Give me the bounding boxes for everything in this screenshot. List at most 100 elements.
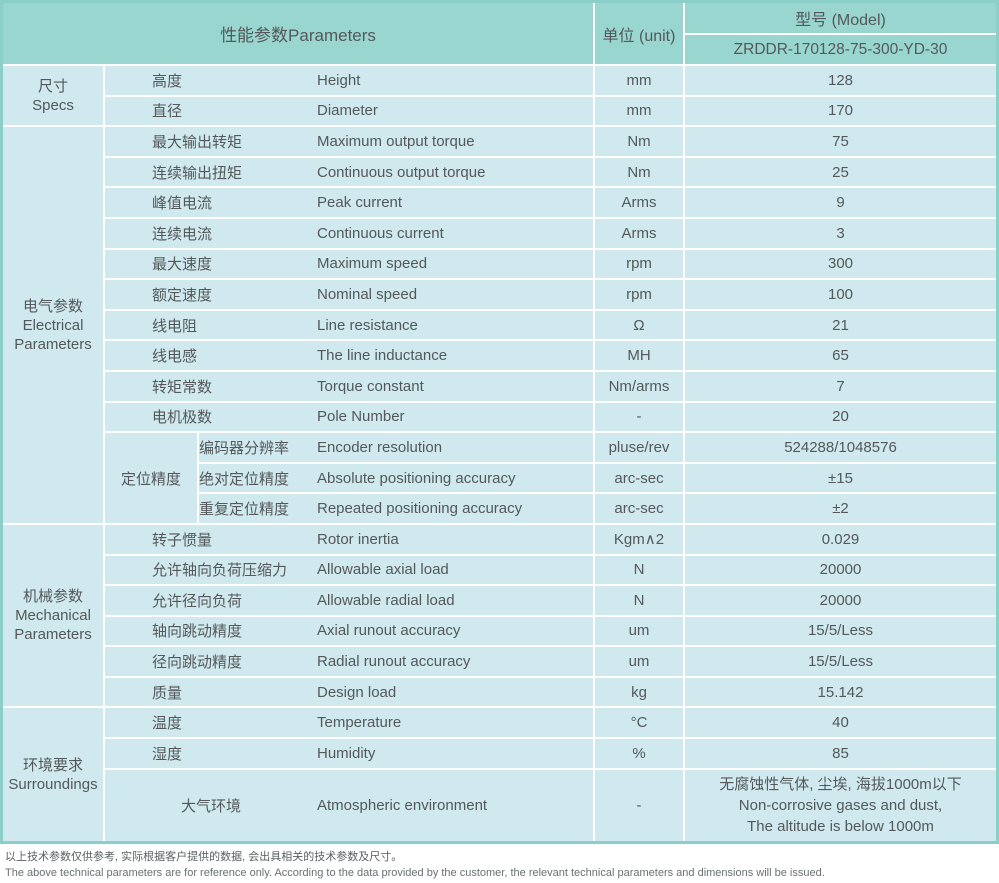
row-label-axial-runout-accuracy: 轴向跳动精度 Axial runout accuracy xyxy=(105,616,593,646)
row-label-zh-continuous-output-torque: 连续输出扭矩 xyxy=(152,164,243,182)
row-label-en-line-inductance: The line inductance xyxy=(317,347,448,365)
row-label-continuous-current: 连续电流 Continuous current xyxy=(105,218,593,248)
row-label-zh-design-load: 质量 xyxy=(152,684,183,702)
row-label-zh-peak-current: 峰值电流 xyxy=(152,195,213,213)
row-value-diameter: 170 xyxy=(685,96,996,126)
row-unit-allowable-radial-load: N xyxy=(595,586,683,615)
group-specs: 尺寸 Specs xyxy=(3,66,103,126)
group-electrical-en: Electrical Parameters xyxy=(14,316,92,353)
row-label-zh-max-speed: 最大速度 xyxy=(152,256,213,274)
row-value-max-speed: 300 xyxy=(685,249,996,279)
row-unit-peak-current: Arms xyxy=(595,188,683,217)
row-unit-absolute-positioning-accuracy: arc-sec xyxy=(595,463,683,493)
row-label-torque-constant: 转矩常数 Torque constant xyxy=(105,371,593,401)
group-surroundings-en: Surroundings xyxy=(8,775,98,793)
row-label-zh-line-inductance: 线电感 xyxy=(152,348,198,366)
row-label-peak-current: 峰值电流 Peak current xyxy=(105,188,593,217)
row-unit-continuous-output-torque: Nm xyxy=(595,157,683,187)
row-label-repeated-positioning-accuracy: 重复定位精度 Repeated positioning accuracy xyxy=(199,494,593,523)
row-unit-repeated-positioning-accuracy: arc-sec xyxy=(595,494,683,523)
row-label-zh-allowable-radial-load: 允许径向负荷 xyxy=(152,592,243,610)
row-label-en-max-output-torque: Maximum output torque xyxy=(317,132,475,150)
row-label-max-output-torque: 最大输出转矩 Maximum output torque xyxy=(105,127,593,156)
row-label-diameter: 直径 Diameter xyxy=(105,96,593,126)
row-value-torque-constant: 7 xyxy=(685,371,996,401)
row-value-max-output-torque: 75 xyxy=(685,127,996,156)
atmo-value-line-1: 无腐蚀性气体, 尘埃, 海拔1000m以下 xyxy=(719,775,962,793)
row-label-atmospheric-environment: 大气环境 Atmospheric environment xyxy=(105,769,593,841)
row-value-encoder-resolution: 524288/1048576 xyxy=(685,433,996,462)
row-value-pole-number: 20 xyxy=(685,402,996,432)
row-label-en-peak-current: Peak current xyxy=(317,194,403,212)
group-mechanical: 机械参数 Mechanical Parameters xyxy=(3,524,103,707)
row-unit-axial-runout-accuracy: um xyxy=(595,616,683,646)
atmo-value-line-3: The altitude is below 1000m xyxy=(747,817,934,835)
row-value-atmospheric-environment: 无腐蚀性气体, 尘埃, 海拔1000m以下 Non-corrosive gase… xyxy=(685,769,996,841)
row-value-height: 128 xyxy=(685,66,996,95)
atmo-value-line-2: Non-corrosive gases and dust, xyxy=(738,796,943,814)
group-mechanical-en: Mechanical Parameters xyxy=(14,607,92,644)
footnote-en: The above technical parameters are for r… xyxy=(5,867,825,879)
row-label-en-atmospheric-environment: Atmospheric environment xyxy=(317,796,488,814)
row-label-rotor-inertia: 转子惯量 Rotor inertia xyxy=(105,524,593,554)
row-label-zh-nominal-speed: 额定速度 xyxy=(152,286,213,304)
row-label-radial-runout-accuracy: 径向跳动精度 Radial runout accuracy xyxy=(105,647,593,676)
row-label-en-encoder-resolution: Encoder resolution xyxy=(317,438,443,456)
row-label-zh-absolute-positioning-accuracy: 绝对定位精度 xyxy=(199,470,290,488)
row-label-nominal-speed: 额定速度 Nominal speed xyxy=(105,280,593,309)
row-label-continuous-output-torque: 连续输出扭矩 Continuous output torque xyxy=(105,157,593,187)
row-label-en-repeated-positioning-accuracy: Repeated positioning accuracy xyxy=(317,500,523,518)
row-label-zh-torque-constant: 转矩常数 xyxy=(152,378,213,396)
row-label-encoder-resolution: 编码器分辨率 Encoder resolution xyxy=(199,433,593,462)
row-unit-design-load: kg xyxy=(595,677,683,707)
group-mechanical-zh: 机械参数 xyxy=(22,588,83,606)
row-label-zh-continuous-current: 连续电流 xyxy=(152,225,213,243)
row-value-peak-current: 9 xyxy=(685,188,996,217)
header-model: 型号 (Model) xyxy=(685,3,996,33)
row-label-zh-max-output-torque: 最大输出转矩 xyxy=(152,133,243,151)
row-label-zh-radial-runout-accuracy: 径向跳动精度 xyxy=(152,654,243,672)
row-label-en-allowable-axial-load: Allowable axial load xyxy=(317,561,449,579)
row-label-zh-temperature: 温度 xyxy=(152,715,183,733)
row-label-zh-pole-number: 电机极数 xyxy=(152,409,213,427)
row-label-humidity: 湿度 Humidity xyxy=(105,739,593,768)
row-label-zh-diameter: 直径 xyxy=(152,103,183,121)
row-unit-max-speed: rpm xyxy=(595,249,683,279)
group-surroundings-zh: 环境要求 xyxy=(22,756,83,774)
row-label-line-resistance: 线电阻 Line resistance xyxy=(105,310,593,340)
row-label-en-absolute-positioning-accuracy: Absolute positioning accuracy xyxy=(317,469,516,487)
row-unit-line-inductance: MH xyxy=(595,341,683,370)
row-value-allowable-axial-load: 20000 xyxy=(685,555,996,585)
row-unit-line-resistance: Ω xyxy=(595,310,683,340)
footnote-zh: 以上技术参数仅供参考, 实际根据客户提供的数据, 会出具相关的技术参数及尺寸。 xyxy=(5,851,403,863)
row-label-zh-axial-runout-accuracy: 轴向跳动精度 xyxy=(152,623,243,641)
group-electrical-zh: 电气参数 xyxy=(22,297,83,315)
row-value-continuous-output-torque: 25 xyxy=(685,157,996,187)
header-model-number: ZRDDR-170128-75-300-YD-30 xyxy=(685,35,996,64)
header-parameters: 性能参数Parameters xyxy=(3,3,593,64)
row-label-en-radial-runout-accuracy: Radial runout accuracy xyxy=(317,653,471,671)
row-label-en-rotor-inertia: Rotor inertia xyxy=(317,530,399,548)
row-label-en-continuous-current: Continuous current xyxy=(317,224,444,242)
row-value-allowable-radial-load: 20000 xyxy=(685,586,996,615)
subgroup-positioning-accuracy: 定位精度 xyxy=(105,433,197,523)
group-surroundings: 环境要求 Surroundings xyxy=(3,708,103,841)
row-label-en-pole-number: Pole Number xyxy=(317,408,405,426)
row-label-en-allowable-radial-load: Allowable radial load xyxy=(317,591,455,609)
row-value-design-load: 15.142 xyxy=(685,677,996,707)
row-label-zh-allowable-axial-load: 允许轴向负荷压缩力 xyxy=(152,562,288,580)
row-label-en-max-speed: Maximum speed xyxy=(317,255,428,273)
footnotes: 以上技术参数仅供参考, 实际根据客户提供的数据, 会出具相关的技术参数及尺寸。 … xyxy=(0,844,999,881)
row-unit-temperature: °C xyxy=(595,708,683,738)
row-label-zh-encoder-resolution: 编码器分辨率 xyxy=(199,439,290,457)
row-value-temperature: 40 xyxy=(685,708,996,738)
row-label-en-torque-constant: Torque constant xyxy=(317,377,424,395)
row-label-design-load: 质量 Design load xyxy=(105,677,593,707)
row-unit-encoder-resolution: pluse/rev xyxy=(595,433,683,462)
row-value-nominal-speed: 100 xyxy=(685,280,996,309)
row-unit-height: mm xyxy=(595,66,683,95)
row-value-absolute-positioning-accuracy: ±15 xyxy=(685,463,996,493)
group-electrical: 电气参数 Electrical Parameters xyxy=(3,127,103,523)
row-value-line-resistance: 21 xyxy=(685,310,996,340)
row-label-zh-repeated-positioning-accuracy: 重复定位精度 xyxy=(199,501,290,519)
